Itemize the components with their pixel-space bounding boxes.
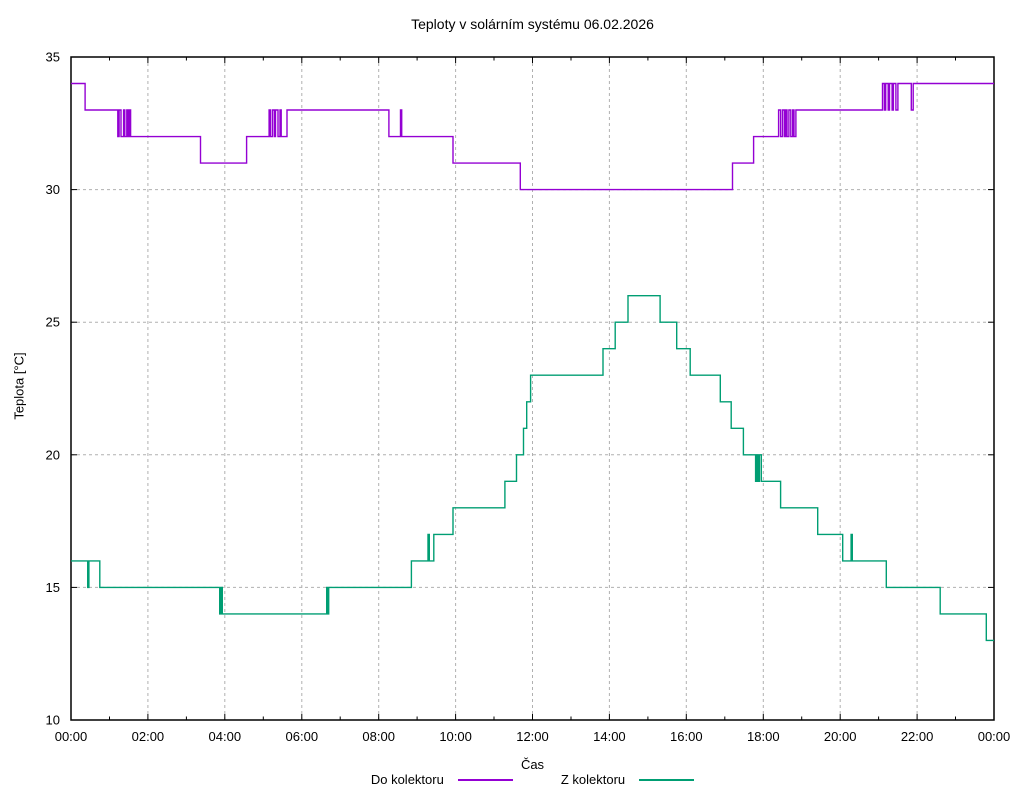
x-tick-label: 08:00 [362,729,395,744]
series-line-do-kolektoru [71,82,994,191]
y-tick-label: 30 [46,182,60,197]
x-tick-label: 14:00 [593,729,626,744]
legend-item-z-kolektoru: Z kolektoru [560,772,695,787]
x-tick-label: 12:00 [516,729,549,744]
legend-label-do-kolektoru: Do kolektoru [370,772,444,787]
y-tick-label: 35 [46,50,60,65]
x-tick-label: 16:00 [670,729,703,744]
y-tick-label: 20 [46,447,60,462]
legend-line-sample-z-kolektoru [639,778,695,781]
legend-label-z-kolektoru: Z kolektoru [560,772,626,787]
y-tick-label: 15 [46,580,60,595]
x-axis-title: Čas [520,757,545,772]
x-tick-label: 00:00 [55,729,88,744]
x-tick-label: 00:00 [978,729,1011,744]
y-tick-label: 25 [46,315,60,330]
x-tick-label: 10:00 [439,729,472,744]
y-tick-label: 10 [46,713,60,728]
legend-item-do-kolektoru: Do kolektoru [371,772,513,787]
plot-border [70,56,995,721]
x-tick-label: 18:00 [747,729,780,744]
chart-title: Teploty v solárním systému 06.02.2026 [411,16,654,32]
x-tick-label: 22:00 [901,729,934,744]
legend-line-sample-do-kolektoru [457,778,513,781]
x-tick-label: 02:00 [132,729,165,744]
x-tick-label: 06:00 [286,729,319,744]
legend: Do kolektoru Z kolektoru [71,772,994,787]
x-tick-label: 04:00 [209,729,242,744]
series-line-z-kolektoru [71,295,994,642]
x-tick-label: 20:00 [824,729,857,744]
